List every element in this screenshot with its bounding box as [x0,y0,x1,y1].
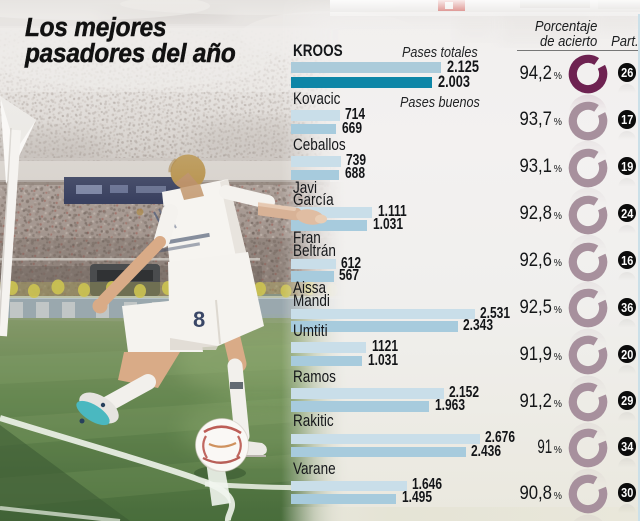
svg-text:8: 8 [193,307,205,332]
